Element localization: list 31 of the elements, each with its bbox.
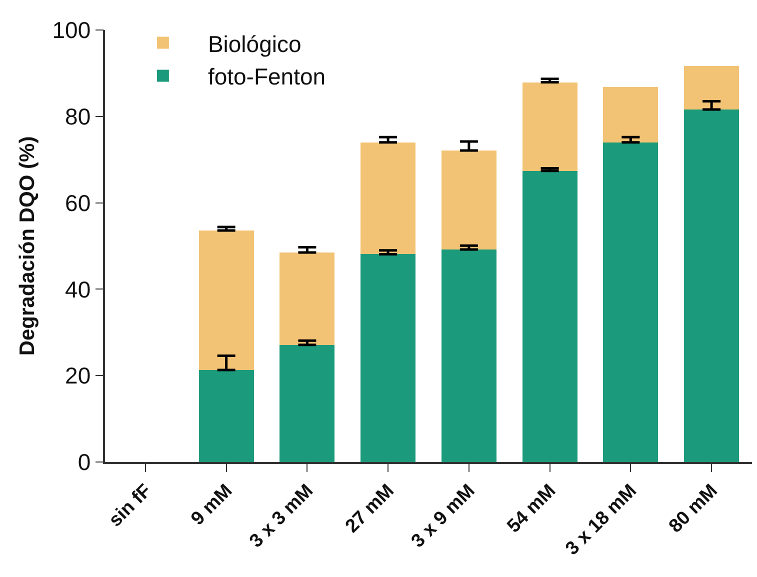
y-tick-label: 100	[52, 17, 91, 44]
bar	[280, 252, 335, 345]
y-tick-label: 0	[78, 449, 91, 476]
x-tick-label: 3 x 18 mM	[562, 480, 641, 560]
y-tick-label: 40	[65, 276, 91, 302]
bar	[198, 230, 254, 370]
x-tick-label: 54 mM	[503, 480, 560, 538]
x-tick-label: 9 mM	[187, 480, 237, 530]
bar	[360, 142, 416, 254]
bar	[441, 150, 496, 250]
y-axis-title: Degradación DQO (%)	[16, 136, 39, 356]
bar	[603, 87, 658, 142]
bar	[198, 370, 254, 462]
legend-label: Biológico	[208, 30, 302, 57]
y-tick-label: 20	[65, 362, 91, 389]
x-tick-label: sin fF	[105, 480, 156, 532]
bar	[684, 66, 740, 110]
bar	[280, 344, 335, 462]
legend-label: foto-Fenton	[208, 64, 326, 90]
x-tick-label: 3 x 9 mM	[408, 480, 480, 552]
bar	[684, 109, 740, 462]
bar	[441, 249, 496, 462]
y-tick-label: 60	[65, 190, 91, 216]
y-tick-label: 80	[65, 103, 91, 130]
x-tick-label: 3 x 3 mM	[246, 480, 318, 552]
bar	[360, 254, 416, 462]
bar	[603, 142, 658, 462]
x-tick-label: 27 mM	[342, 480, 398, 538]
x-tick-label: 80 mM	[665, 480, 722, 538]
bar	[522, 82, 578, 171]
bar	[522, 170, 578, 462]
